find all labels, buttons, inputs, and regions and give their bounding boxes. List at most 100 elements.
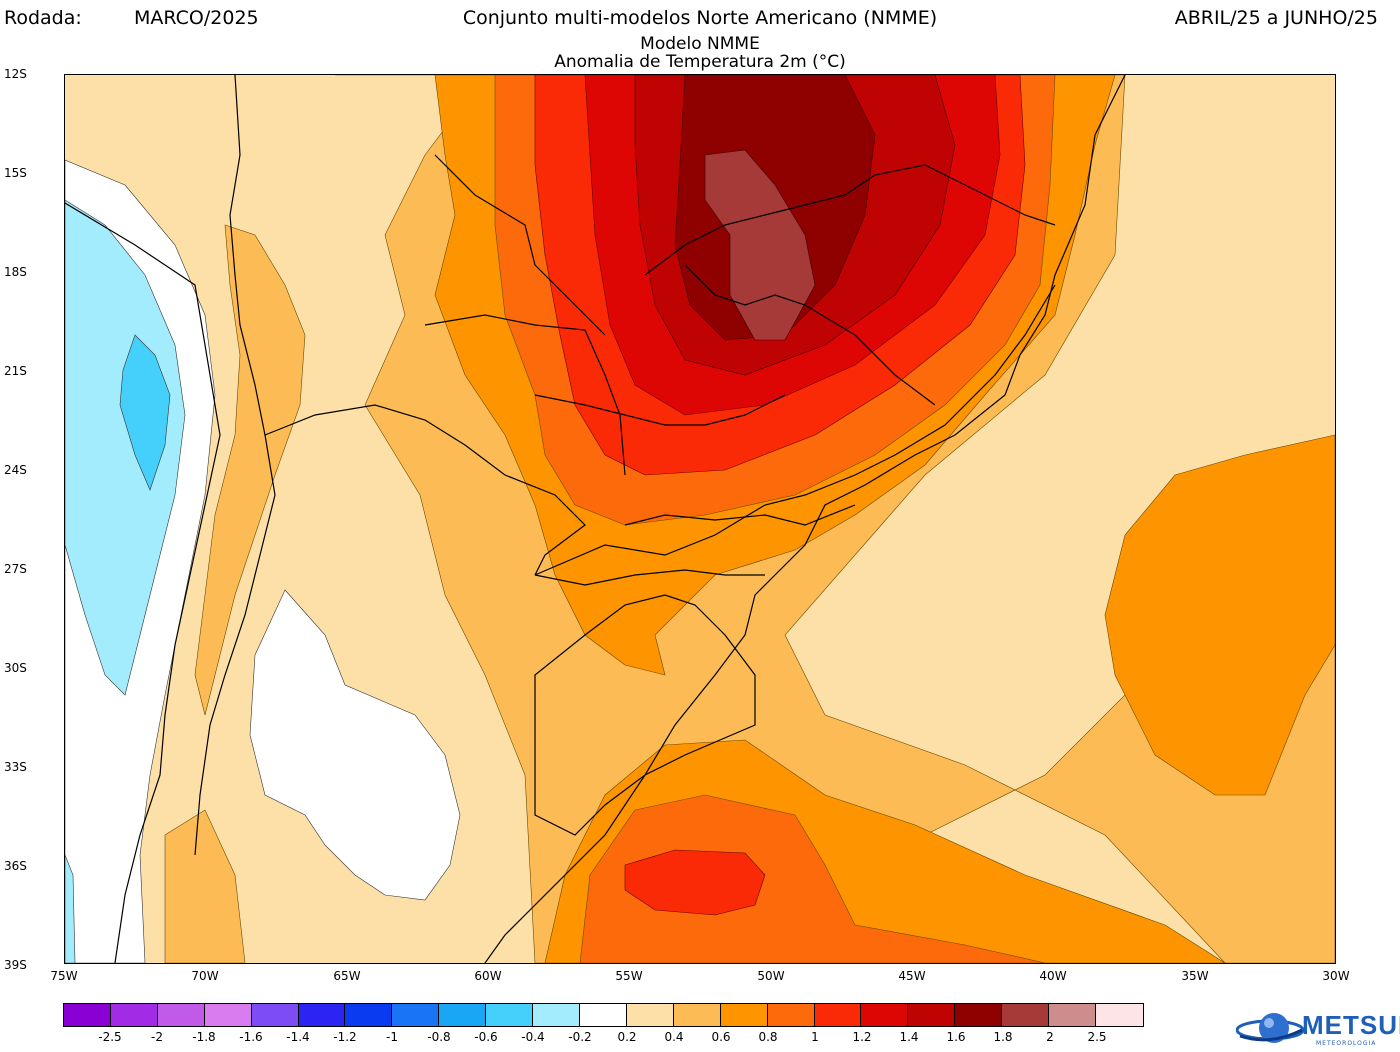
coastline-and-borders: [65, 75, 1126, 963]
color-scale-label: 1.4: [899, 1030, 919, 1044]
border-sc-rs: [534, 569, 765, 586]
border-paraguay-bolivia: [424, 314, 626, 476]
anomaly-field-0.4-0.6-andes: [194, 224, 306, 716]
lon-label-75w: 75W: [50, 969, 78, 983]
color-scale-label: -1.4: [286, 1030, 310, 1044]
color-scale-label: 1.8: [993, 1030, 1013, 1044]
lon-label-55w: 55W: [615, 969, 643, 983]
color-scale-swatch: [204, 1004, 252, 1026]
lat-label-24s: 24S: [4, 463, 27, 477]
color-scale-label: 0.6: [711, 1030, 731, 1044]
color-scale-label: -2.5: [98, 1030, 122, 1044]
color-scale-label: 0.8: [758, 1030, 778, 1044]
anomaly-field-neg-0.2-0.4: [65, 199, 186, 696]
variable-subtitle: Anomalia de Temperatura 2m (°C): [554, 52, 846, 72]
lon-label-35w: 35W: [1181, 969, 1209, 983]
border-pr-sc: [624, 504, 856, 526]
color-scale-label: 2: [1046, 1030, 1054, 1044]
metsul-logo-text: METSUL: [1302, 1010, 1400, 1040]
anomaly-map: [64, 74, 1336, 964]
forecast-period: ABRIL/25 a JUNHO/25: [1174, 7, 1378, 29]
rodada-label: Rodada:: [4, 7, 82, 29]
lon-label-30w: 30W: [1322, 969, 1350, 983]
color-scale-label: -0.6: [474, 1030, 498, 1044]
anomaly-field-neg-0.4-0.6: [119, 334, 171, 491]
color-scale-swatch: [814, 1004, 862, 1026]
border-uruguay: [534, 594, 756, 836]
color-scale-swatch: [439, 1004, 487, 1026]
metsul-logo-subtext: METEOROLOGIA: [1316, 1040, 1377, 1047]
color-scale-swatch: [110, 1004, 158, 1026]
lat-label-27s: 27S: [4, 562, 27, 576]
lat-label-39s: 39S: [4, 958, 27, 972]
color-scale-swatch: [533, 1004, 580, 1026]
anomaly-field-neutral-land: [249, 589, 461, 901]
color-scale-label: -1.2: [333, 1030, 357, 1044]
color-scale-swatch: [1002, 1004, 1050, 1026]
color-scale-swatch: [720, 1004, 768, 1026]
lat-label-36s: 36S: [4, 859, 27, 873]
lon-label-45w: 45W: [898, 969, 926, 983]
lat-label-15s: 15S: [4, 166, 27, 180]
color-scale-swatch: [908, 1004, 956, 1026]
page-title: Conjunto multi-modelos Norte Americano (…: [462, 7, 938, 29]
color-scale-swatch: [1049, 1004, 1096, 1026]
anomaly-field-0.8-1.0-south: [579, 794, 1046, 963]
color-scale-swatch: [486, 1004, 534, 1026]
color-scale-label: 1.6: [946, 1030, 966, 1044]
color-scale-bar: [63, 1003, 1144, 1027]
border-andes: [194, 75, 276, 856]
coastline-west: [65, 202, 221, 963]
color-scale-swatch: [767, 1004, 815, 1026]
coastline-east: [484, 75, 1126, 963]
anomaly-field-1.0-1.2-south: [624, 849, 766, 916]
border-brazil-bolivia: [434, 154, 606, 336]
color-scale-swatch: [1095, 1004, 1143, 1026]
rodada-value: MARCO/2025: [134, 7, 259, 29]
color-scale-swatch: [579, 1004, 627, 1026]
border-brazil-states: [534, 284, 1056, 576]
color-scale-label: 2.5: [1087, 1030, 1107, 1044]
lon-label-50w: 50W: [757, 969, 785, 983]
anomaly-map-canvas: [65, 75, 1335, 963]
color-scale-label: -2: [151, 1030, 163, 1044]
color-scale-swatch: [64, 1004, 111, 1026]
metsul-logo: [1236, 1013, 1305, 1043]
model-subtitle: Modelo NMME: [640, 34, 760, 54]
lat-label-18s: 18S: [4, 265, 27, 279]
lat-label-30s: 30S: [4, 661, 27, 675]
color-scale-swatch: [157, 1004, 205, 1026]
color-scale-swatch: [673, 1004, 721, 1026]
color-scale-swatch: [861, 1004, 909, 1026]
anomaly-field-1.8-2.0: [704, 149, 816, 341]
color-scale-label: 1: [811, 1030, 819, 1044]
color-scale-swatch: [345, 1004, 393, 1026]
border-mg: [684, 264, 936, 406]
color-scale-swatch: [298, 1004, 346, 1026]
border-argentina-paraguay: [264, 404, 586, 576]
lon-label-70w: 70W: [191, 969, 219, 983]
anomaly-field-neg-sliver: [65, 854, 76, 963]
color-scale-swatch: [392, 1004, 440, 1026]
lon-label-65w: 65W: [333, 969, 361, 983]
color-scale-label: -1: [386, 1030, 398, 1044]
color-scale-swatch: [251, 1004, 299, 1026]
color-scale-label: -0.2: [568, 1030, 592, 1044]
color-scale-swatch: [955, 1004, 1003, 1026]
color-scale-label: -0.4: [521, 1030, 545, 1044]
color-scale-label: 1.2: [852, 1030, 872, 1044]
anomaly-field-0.6-0.8-atlantic: [1104, 434, 1335, 796]
color-scale-label: -1.8: [192, 1030, 216, 1044]
border-go: [644, 164, 1056, 276]
color-scale-swatch: [626, 1004, 674, 1026]
lon-label-40w: 40W: [1039, 969, 1067, 983]
border-ms: [534, 394, 786, 426]
lat-label-21s: 21S: [4, 364, 27, 378]
lon-label-60w: 60W: [474, 969, 502, 983]
color-scale-label: -0.8: [427, 1030, 451, 1044]
lat-label-12s: 12S: [4, 67, 27, 81]
color-scale-label: 0.4: [664, 1030, 684, 1044]
color-scale-label: -1.6: [239, 1030, 263, 1044]
lat-label-33s: 33S: [4, 760, 27, 774]
color-scale-label: 0.2: [617, 1030, 637, 1044]
